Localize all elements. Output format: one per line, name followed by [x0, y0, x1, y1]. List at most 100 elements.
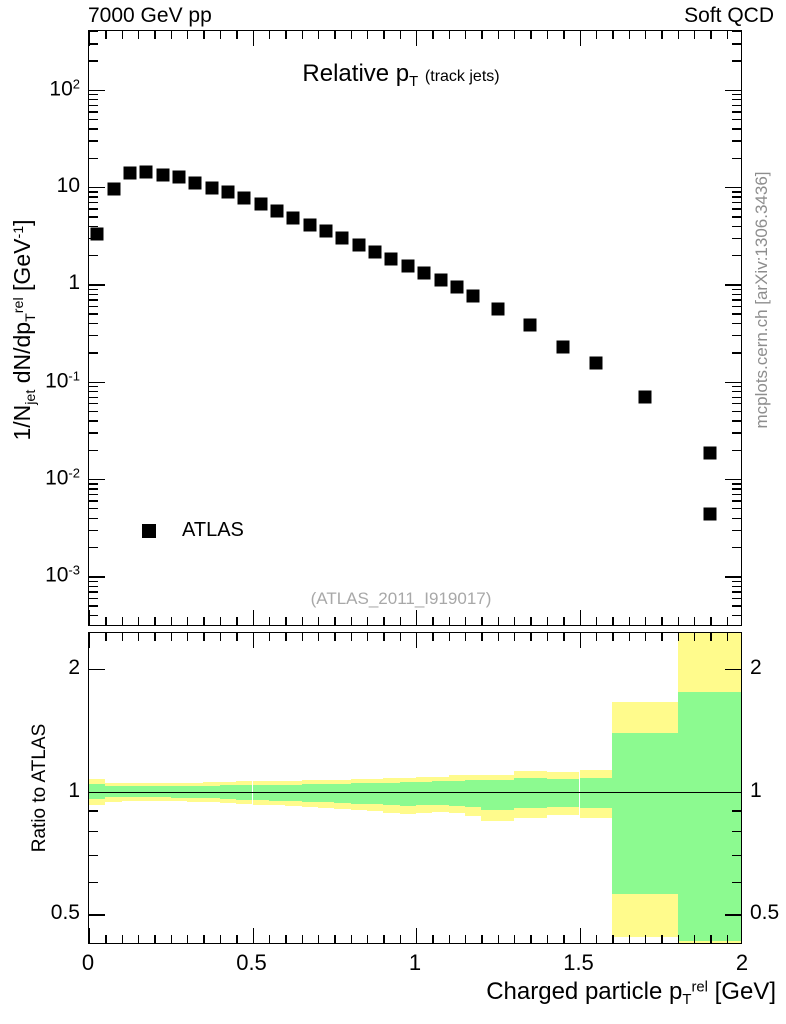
ratio-reference-line [89, 791, 741, 794]
ratio-x-minor-tick-bottom [726, 935, 729, 943]
y-minor-tick-right [732, 254, 741, 257]
y-minor-tick-right [732, 432, 741, 434]
ratio-x-minor-tick-bottom [399, 935, 402, 943]
ratio-x-minor-tick-bottom [170, 935, 173, 943]
y-minor-tick-right [732, 580, 741, 582]
ratio-major-tick-right [725, 791, 741, 793]
y-minor-tick-right [732, 591, 741, 593]
x-minor-tick-bottom [317, 617, 320, 625]
x-axis-ticklabel: 1 [408, 950, 422, 975]
y-minor-tick [89, 128, 98, 130]
y-minor-tick [89, 580, 98, 582]
x-minor-tick-bottom [383, 617, 385, 625]
analysis-id-label: (ATLAS_2011_I919017) [310, 589, 492, 608]
data-marker [221, 185, 235, 199]
y-minor-tick [89, 546, 98, 549]
ratio-ticklabel-right: 1 [750, 778, 762, 802]
x-minor-tick-bottom [301, 617, 303, 625]
data-marker [466, 289, 480, 303]
ratio-x-minor-tick-bottom [563, 935, 565, 943]
ratio-plot-panel [88, 632, 742, 944]
x-minor-tick-bottom [481, 617, 483, 625]
ratio-x-minor-tick-top [628, 633, 630, 641]
x-minor-tick-bottom [563, 617, 565, 625]
y-minor-tick [89, 432, 98, 434]
y-axis-title-wrap: 1/Njet dN/dpTrel [GeV-1] [9, 0, 39, 660]
y-minor-tick-right [732, 140, 741, 142]
ratio-x-minor-tick-top [612, 633, 614, 641]
y-minor-tick-right [732, 305, 741, 308]
x-minor-tick-bottom [366, 617, 369, 625]
x-axis-ticklabel: 0 [81, 950, 95, 975]
x-minor-tick-top [595, 31, 598, 39]
ratio-major-tick [89, 914, 105, 916]
y-major-tick-right [725, 381, 741, 383]
y-minor-tick [89, 104, 98, 107]
y-major-tick-right [725, 284, 741, 286]
y-minor-tick [89, 597, 98, 600]
data-marker [450, 280, 464, 294]
y-minor-tick-right [732, 288, 741, 291]
ratio-x-minor-tick-bottom [219, 935, 222, 943]
y-minor-tick-right [732, 208, 741, 210]
x-axis-ticklabel: 0.5 [236, 950, 267, 975]
ratio-minor-tick [89, 810, 98, 812]
ratio-x-major-tick-top [579, 633, 581, 648]
y-title-sub-jet: jet [22, 389, 39, 405]
ratio-x-minor-tick-bottom [612, 935, 614, 943]
y-minor-tick-right [732, 201, 741, 204]
x-minor-tick-top [334, 31, 336, 39]
y-major-tick [89, 576, 105, 578]
ratio-x-major-tick-bottom [416, 928, 418, 943]
y-minor-tick-right [732, 396, 741, 398]
x-major-tick-bottom [252, 610, 254, 625]
x-major-tick-top [252, 31, 254, 46]
x-minor-tick-top [285, 31, 287, 39]
y-minor-tick [89, 191, 98, 193]
y-minor-tick [89, 585, 98, 587]
y-axis-title: 1/Njet dN/dpTrel [GeV-1] [9, 219, 39, 440]
y-minor-tick [89, 299, 98, 301]
x-major-tick-bottom [89, 610, 91, 625]
y-minor-tick-right [732, 585, 741, 587]
y-minor-tick [89, 60, 98, 62]
y-minor-tick [89, 140, 98, 142]
data-marker [523, 318, 537, 332]
y-minor-tick [89, 196, 98, 198]
y-major-tick-right [725, 576, 741, 578]
ratio-x-minor-tick-top [154, 633, 156, 641]
ratio-band-inner [416, 781, 433, 806]
ratio-ticklabel-left: 0.5 [50, 901, 80, 925]
ratio-x-minor-tick-top [399, 633, 402, 641]
x-minor-tick-top [612, 31, 614, 39]
x-minor-tick-top [677, 31, 679, 39]
ratio-x-minor-tick-top [448, 633, 451, 641]
x-minor-tick-top [693, 31, 696, 39]
ratio-x-minor-tick-top [465, 633, 467, 641]
y-minor-tick-right [732, 546, 741, 549]
x-minor-tick-top [514, 31, 516, 39]
x-minor-tick-top [187, 31, 189, 39]
ratio-x-minor-tick-top [105, 633, 107, 641]
y-minor-tick-right [732, 403, 741, 405]
y-minor-tick-right [732, 31, 741, 33]
ratio-x-minor-tick-bottom [138, 935, 140, 943]
y-minor-tick-right [732, 529, 741, 532]
x-minor-tick-bottom [350, 617, 352, 625]
ratio-x-minor-tick-top [301, 633, 303, 641]
ratio-band-inner [677, 691, 741, 941]
y-title-part-c: [GeV [9, 238, 36, 298]
ratio-x-minor-tick-bottom [693, 935, 696, 943]
y-minor-tick [89, 208, 98, 210]
ratio-x-minor-tick-bottom [350, 935, 352, 943]
y-title-part-d: ] [9, 219, 36, 226]
ratio-x-minor-tick-bottom [677, 935, 679, 943]
legend-label-atlas: ATLAS [182, 519, 244, 541]
ratio-x-minor-tick-bottom [644, 935, 647, 943]
ratio-x-minor-tick-top [595, 633, 598, 641]
y-minor-tick [89, 396, 98, 398]
x-minor-tick-bottom [334, 617, 336, 625]
y-minor-tick-right [732, 237, 741, 240]
y-minor-tick-right [732, 483, 741, 485]
